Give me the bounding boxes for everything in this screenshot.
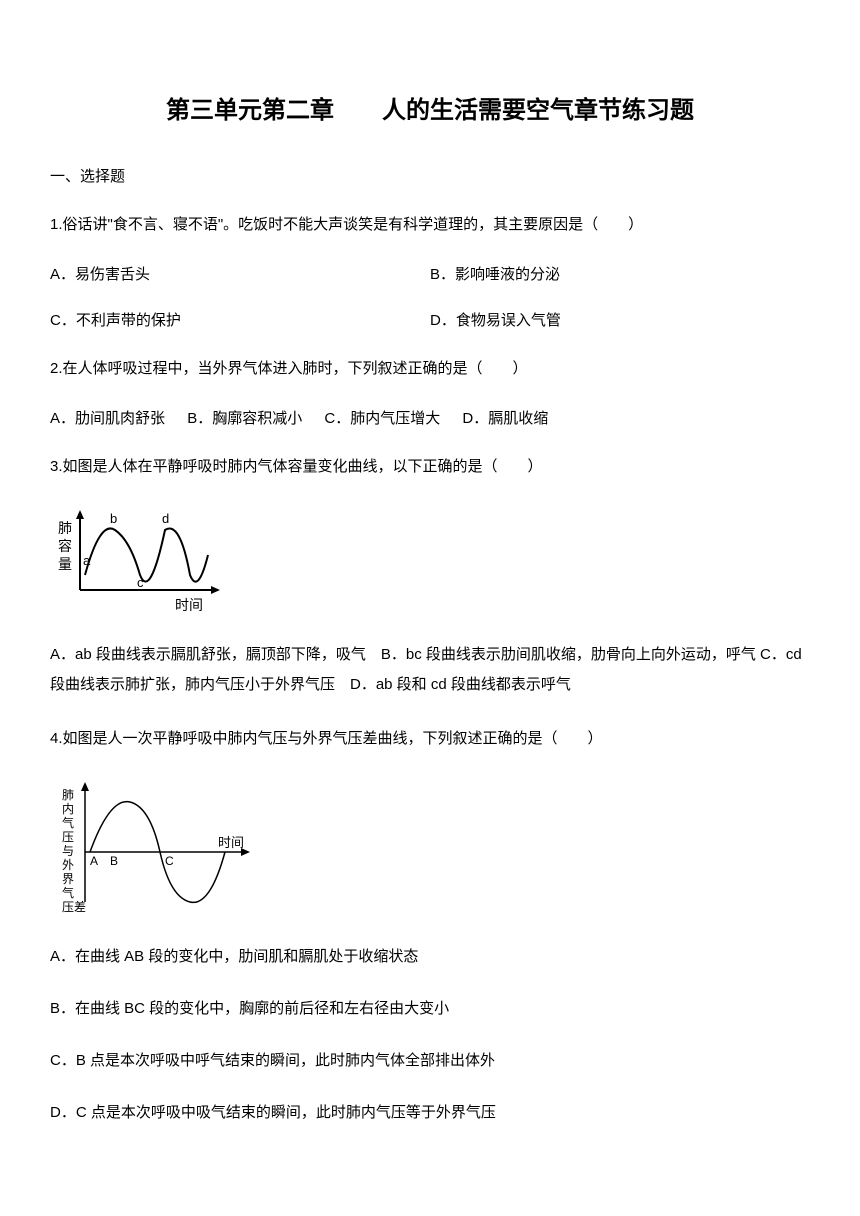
pressure-diff-chart: 肺 内 气 压 与 外 界 气 压 差 时间 A B C xyxy=(50,777,260,917)
label-a: a xyxy=(83,553,91,568)
yl5: 与 xyxy=(62,844,74,858)
q4-option-b: B．在曲线 BC 段的变化中，胸廓的前后径和左右径由大变小 xyxy=(50,994,810,1024)
q1-option-a: A．易伤害舌头 xyxy=(50,263,430,284)
q2-option-a: A．肋间肌肉舒张 xyxy=(50,410,165,427)
xlabel2: 时间 xyxy=(218,835,244,850)
q1-option-d: D．食物易误入气管 xyxy=(430,309,810,330)
q2-option-b: B．胸廓容积减小 xyxy=(187,410,302,427)
ylabel-char3: 量 xyxy=(58,556,72,572)
yl2: 内 xyxy=(62,802,74,816)
label-C: C xyxy=(165,854,174,868)
question-3-options: A．ab 段曲线表示膈肌舒张，膈顶部下降，吸气 B．bc 段曲线表示肋间肌收缩，… xyxy=(50,640,810,700)
yl4: 压 xyxy=(62,830,74,844)
yl9: 压 xyxy=(62,900,74,914)
page-title: 第三单元第二章 人的生活需要空气章节练习题 xyxy=(50,90,810,125)
ylabel-char2: 容 xyxy=(58,538,72,554)
yl10: 差 xyxy=(74,900,86,914)
q2-option-d: D．膈肌收缩 xyxy=(462,410,548,427)
q1-option-c: C．不利声带的保护 xyxy=(50,309,430,330)
question-2-options: A．肋间肌肉舒张 B．胸廓容积减小 C．肺内气压增大 D．膈肌收缩 xyxy=(50,407,810,428)
question-1-options-row1: A．易伤害舌头 B．影响唾液的分泌 xyxy=(50,263,810,284)
question-1-text: 1.俗话讲"食不言、寝不语"。吃饭时不能大声谈笑是有科学道理的，其主要原因是（ … xyxy=(50,211,810,238)
label-c: c xyxy=(137,575,144,590)
label-A: A xyxy=(90,854,98,868)
q4-option-c: C．B 点是本次呼吸中呼气结束的瞬间，此时肺内气体全部排出体外 xyxy=(50,1046,810,1076)
q4-option-d: D．C 点是本次呼吸中吸气结束的瞬间，此时肺内气压等于外界气压 xyxy=(50,1098,810,1128)
section-heading: 一、选择题 xyxy=(50,165,810,186)
label-b: b xyxy=(110,511,117,526)
yl6: 外 xyxy=(62,858,74,872)
lung-volume-chart: 肺 容 量 时间 a b c d xyxy=(50,505,230,615)
q3-chart: 肺 容 量 时间 a b c d xyxy=(50,505,810,620)
q4-option-a: A．在曲线 AB 段的变化中，肋间肌和膈肌处于收缩状态 xyxy=(50,942,810,972)
yl3: 气 xyxy=(62,815,74,830)
label-d: d xyxy=(162,511,169,526)
question-1-options-row2: C．不利声带的保护 D．食物易误入气管 xyxy=(50,309,810,330)
yl1: 肺 xyxy=(62,788,74,802)
question-2-text: 2.在人体呼吸过程中，当外界气体进入肺时，下列叙述正确的是（ ） xyxy=(50,355,810,382)
xlabel: 时间 xyxy=(175,597,203,613)
label-B: B xyxy=(110,854,118,868)
yl7: 界 xyxy=(62,872,74,886)
yl8: 气 xyxy=(62,885,74,900)
question-4-text: 4.如图是人一次平静呼吸中肺内气压与外界气压差曲线，下列叙述正确的是（ ） xyxy=(50,725,810,752)
q2-option-c: C．肺内气压增大 xyxy=(324,410,440,427)
q1-option-b: B．影响唾液的分泌 xyxy=(430,263,810,284)
q4-chart: 肺 内 气 压 与 外 界 气 压 差 时间 A B C xyxy=(50,777,810,922)
ylabel-char1: 肺 xyxy=(58,520,72,536)
question-3-text: 3.如图是人体在平静呼吸时肺内气体容量变化曲线，以下正确的是（ ） xyxy=(50,453,810,480)
